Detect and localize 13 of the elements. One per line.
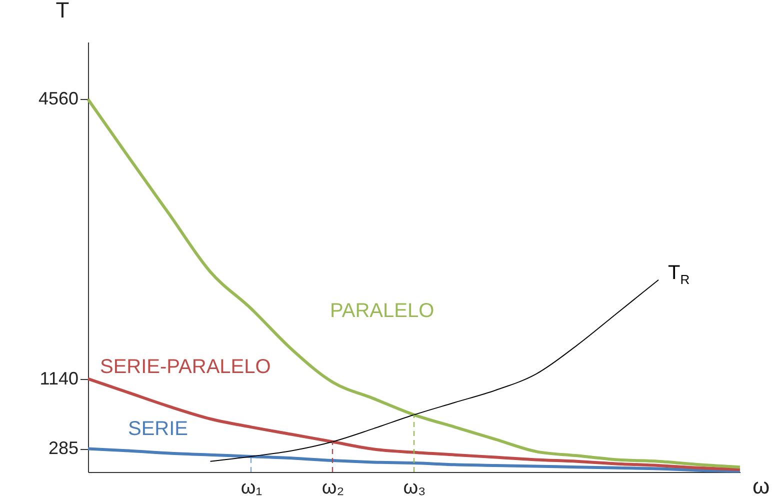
y-axis-title: T (56, 0, 70, 22)
series-label: SERIE-PARALELO (100, 356, 271, 379)
text: PARALELO (330, 300, 434, 323)
line-series (86, 98, 742, 469)
y-tick-label: 285 (48, 438, 78, 458)
x-tick-label: ω₂ (322, 478, 344, 498)
y-tick-label: 1140 (40, 368, 78, 388)
series-label: SERIE (128, 418, 188, 441)
x-tick-label: ω₁ (240, 478, 262, 498)
x-axis-title: ω (752, 474, 770, 498)
x-tick-label: ω₃ (403, 478, 426, 498)
series-label: T$_{R}$ (668, 262, 690, 287)
y-tick-label: 4560 (38, 88, 78, 109)
